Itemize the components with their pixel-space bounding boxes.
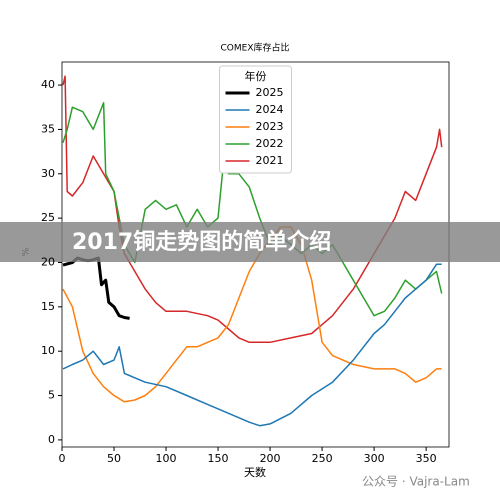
legend-label: 2023 [256, 120, 284, 133]
x-tick-label: 0 [59, 452, 66, 465]
banner-text: 2017铜走势图的简单介绍 [72, 229, 331, 255]
y-tick-label: 10 [41, 344, 55, 357]
y-tick-label: 5 [48, 389, 55, 402]
watermark: 公众号 · Vajra-Lam [362, 475, 470, 489]
legend-label: 2024 [256, 103, 284, 116]
x-tick-label: 100 [156, 452, 177, 465]
banner [0, 222, 500, 262]
x-tick-label: 50 [107, 452, 121, 465]
y-tick-label: 25 [41, 211, 55, 224]
series-line [62, 102, 443, 317]
series-line [62, 226, 442, 403]
x-tick-label: 300 [364, 452, 385, 465]
series-line [62, 263, 442, 427]
legend-label: 2021 [256, 154, 284, 167]
x-axis-label: 天数 [244, 466, 266, 479]
legend-label: 2025 [256, 86, 284, 99]
x-tick-label: 250 [312, 452, 333, 465]
legend-label: 2022 [256, 137, 284, 150]
y-tick-label: 15 [41, 300, 55, 313]
x-tick-label: 200 [260, 452, 281, 465]
y-tick-label: 0 [48, 433, 55, 446]
y-tick-label: 20 [41, 255, 55, 268]
y-tick-label: 40 [41, 78, 55, 91]
y-tick-label: 35 [41, 122, 55, 135]
series-line [62, 75, 443, 344]
legend-title: 年份 [245, 69, 267, 83]
chart-title: COMEX库存占比 [221, 42, 290, 54]
x-tick-label: 150 [208, 452, 229, 465]
y-tick-label: 30 [41, 167, 55, 180]
x-tick-label: 350 [416, 452, 437, 465]
